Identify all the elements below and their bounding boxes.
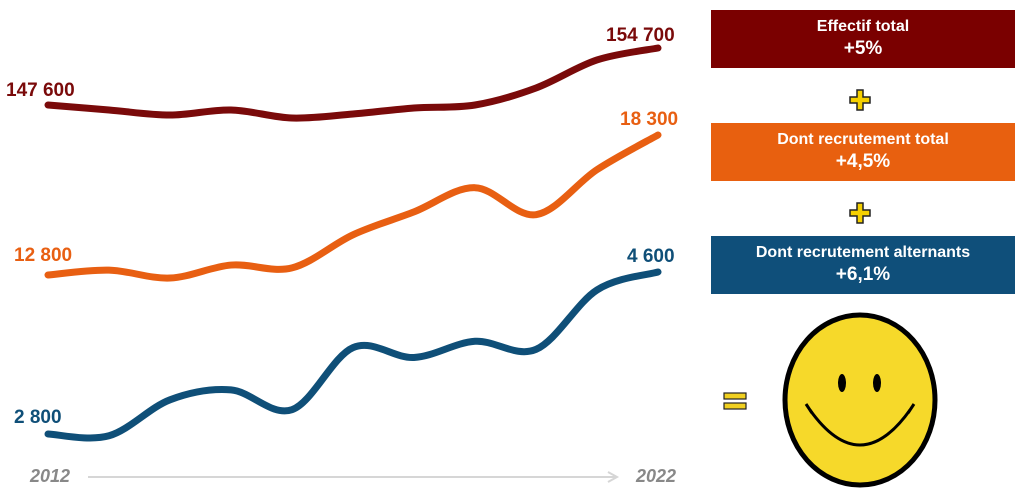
plus-icon xyxy=(849,89,871,111)
box-title: Dont recrutement total xyxy=(777,131,949,148)
effectif-total-box: Effectif total +5% xyxy=(711,10,1015,68)
box-value: +5% xyxy=(843,38,883,59)
box-value: +6,1% xyxy=(835,264,891,285)
series-start-label: 12 800 xyxy=(14,245,73,266)
series-line-0 xyxy=(44,44,662,122)
series-line-2 xyxy=(44,268,662,442)
plus-icon xyxy=(849,202,871,224)
series-line-1 xyxy=(44,131,662,282)
equals-icon xyxy=(723,392,747,410)
series-start-label: 2 800 xyxy=(14,407,62,428)
box-title: Dont recrutement alternants xyxy=(755,244,971,261)
series-end-label: 4 600 xyxy=(627,246,675,267)
arrow-head-icon xyxy=(607,471,620,483)
recrutement-total-box: Dont recrutement total +4,5% xyxy=(711,123,1015,181)
smiley-face-icon xyxy=(782,312,938,488)
series-start-label: 147 600 xyxy=(6,80,75,101)
box-title: Effectif total xyxy=(816,18,910,35)
recrutement-alternants-box: Dont recrutement alternants +6,1% xyxy=(711,236,1015,294)
box-value: +4,5% xyxy=(835,151,891,172)
x-axis-start-label: 2012 xyxy=(30,466,71,486)
series-end-label: 18 300 xyxy=(620,109,679,130)
series-end-label: 154 700 xyxy=(606,25,675,46)
x-axis-end-label: 2022 xyxy=(636,466,677,486)
